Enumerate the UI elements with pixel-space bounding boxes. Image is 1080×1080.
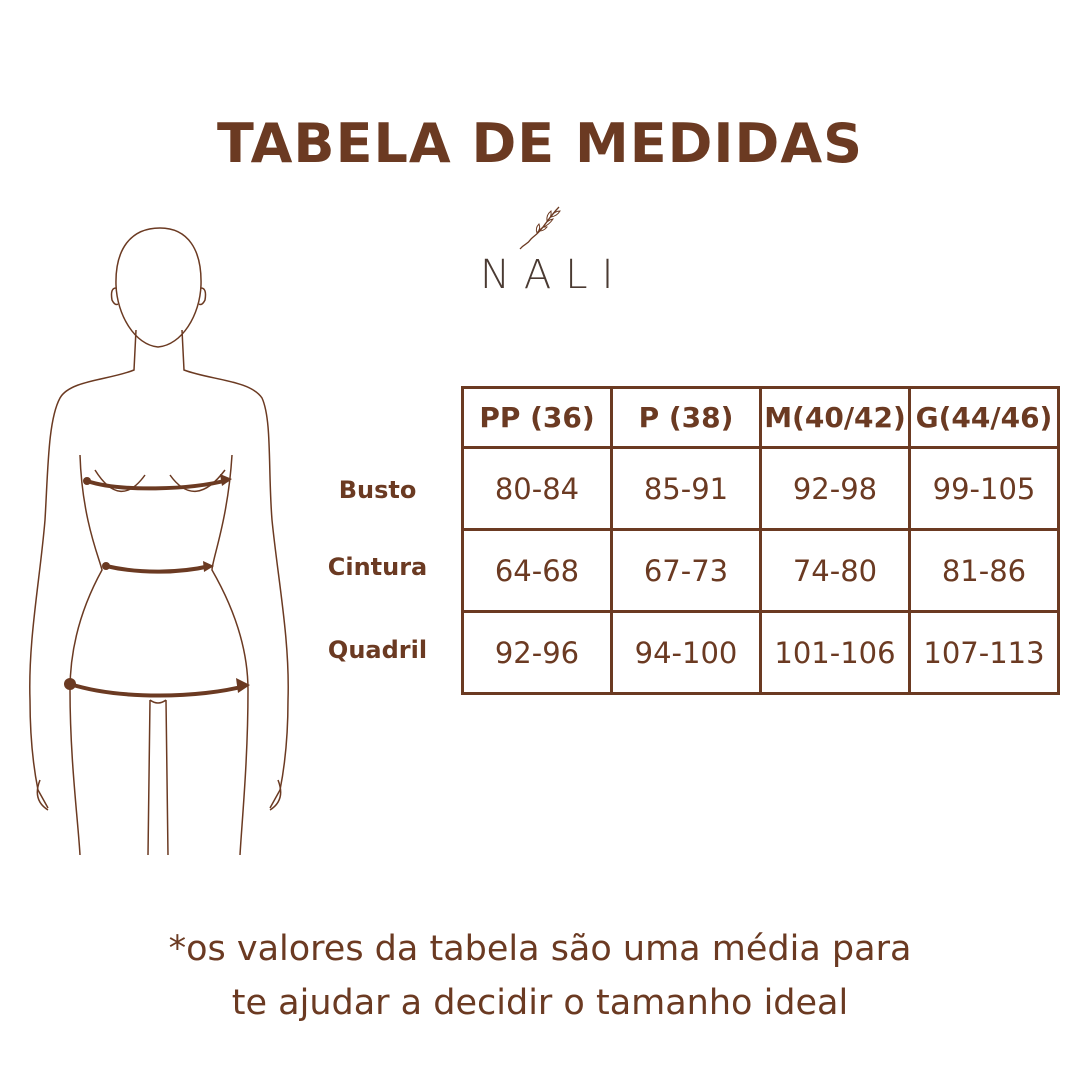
table-cell: 64-68 — [461, 528, 613, 613]
table-cell: 92-98 — [759, 446, 911, 531]
footnote-line-2: te ajudar a decidir o tamanho ideal — [231, 983, 849, 1023]
table-cell: 107-113 — [908, 610, 1060, 695]
footnote-line-1: *os valores da tabela são uma média para — [168, 929, 912, 969]
table-cell: 94-100 — [610, 610, 762, 695]
brand-logo-text: NALI — [480, 252, 628, 298]
header-g: G(44/46) — [908, 386, 1060, 449]
row-label-busto: Busto — [338, 476, 417, 504]
table-cell: 80-84 — [461, 446, 613, 531]
body-silhouette-icon — [29, 227, 289, 856]
table-cell: 74-80 — [759, 528, 911, 613]
table-row: 64-68 67-73 74-80 81-86 — [461, 528, 1060, 613]
table-cell: 81-86 — [908, 528, 1060, 613]
table-cell: 99-105 — [908, 446, 1060, 531]
table-cell: 101-106 — [759, 610, 911, 695]
row-label-quadril: Quadril — [327, 636, 428, 664]
page-title: TABELA DE MEDIDAS — [216, 112, 864, 175]
table-row: 92-96 94-100 101-106 107-113 — [461, 610, 1060, 695]
leaf-branch-icon — [519, 206, 561, 250]
size-table: PP (36) P (38) M(40/42) G(44/46) 80-84 8… — [461, 386, 1060, 695]
row-label-cintura: Cintura — [327, 553, 428, 581]
header-pp: PP (36) — [461, 386, 613, 449]
table-cell: 67-73 — [610, 528, 762, 613]
footnote: *os valores da tabela são uma média para… — [0, 922, 1080, 1030]
table-row: 80-84 85-91 92-98 99-105 — [461, 446, 1060, 531]
table-cell: 92-96 — [461, 610, 613, 695]
table-cell: 85-91 — [610, 446, 762, 531]
table-header-row: PP (36) P (38) M(40/42) G(44/46) — [461, 386, 1060, 449]
header-m: M(40/42) — [759, 386, 911, 449]
header-p: P (38) — [610, 386, 762, 449]
